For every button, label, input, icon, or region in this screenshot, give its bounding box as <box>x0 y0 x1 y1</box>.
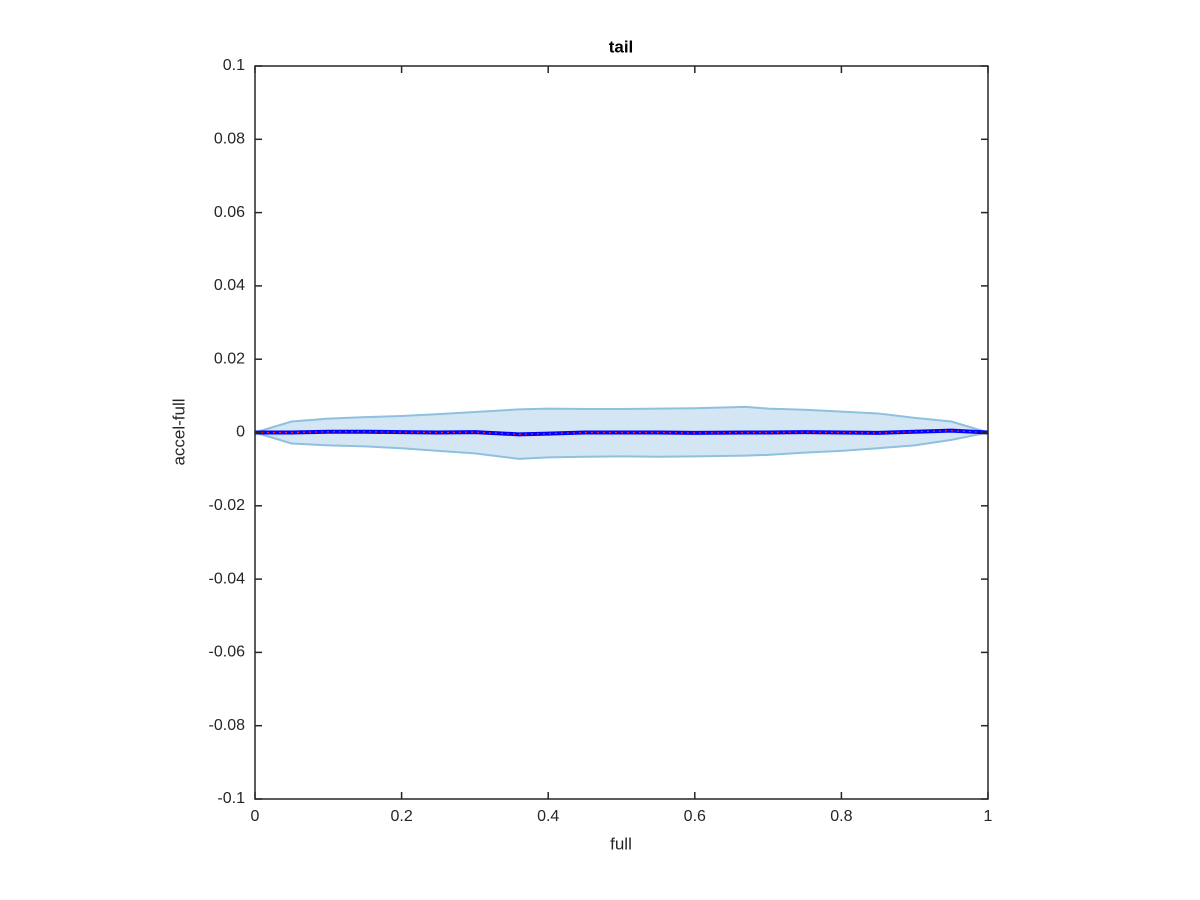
x-tick-label: 0.8 <box>830 808 852 825</box>
y-tick-label: 0.04 <box>214 277 245 294</box>
x-tick-label: 0 <box>251 808 260 825</box>
y-tick-label: 0.02 <box>214 350 245 367</box>
y-tick-label: -0.06 <box>209 644 246 661</box>
band-lower <box>254 431 989 460</box>
y-tick-label: -0.08 <box>209 717 246 734</box>
mean-line-dots <box>255 430 989 435</box>
y-tick-label: 0.1 <box>223 57 245 74</box>
y-axis-label: accel-full <box>169 398 188 465</box>
x-tick-label: 0.4 <box>537 808 559 825</box>
x-axis-label: full <box>610 834 632 853</box>
y-tick-label: 0 <box>236 424 245 441</box>
y-tick-label: 0.06 <box>214 204 245 221</box>
band-upper <box>254 405 989 434</box>
chart-title: tail <box>609 37 634 56</box>
y-tick-label: -0.02 <box>209 497 246 514</box>
x-tick-label: 0.6 <box>684 808 706 825</box>
x-tick-label: 1 <box>984 808 993 825</box>
x-tick-label: 0.2 <box>390 808 412 825</box>
y-tick-label: -0.04 <box>209 570 246 587</box>
y-tick-label: -0.1 <box>217 790 245 807</box>
y-tick-label: 0.08 <box>214 131 245 148</box>
